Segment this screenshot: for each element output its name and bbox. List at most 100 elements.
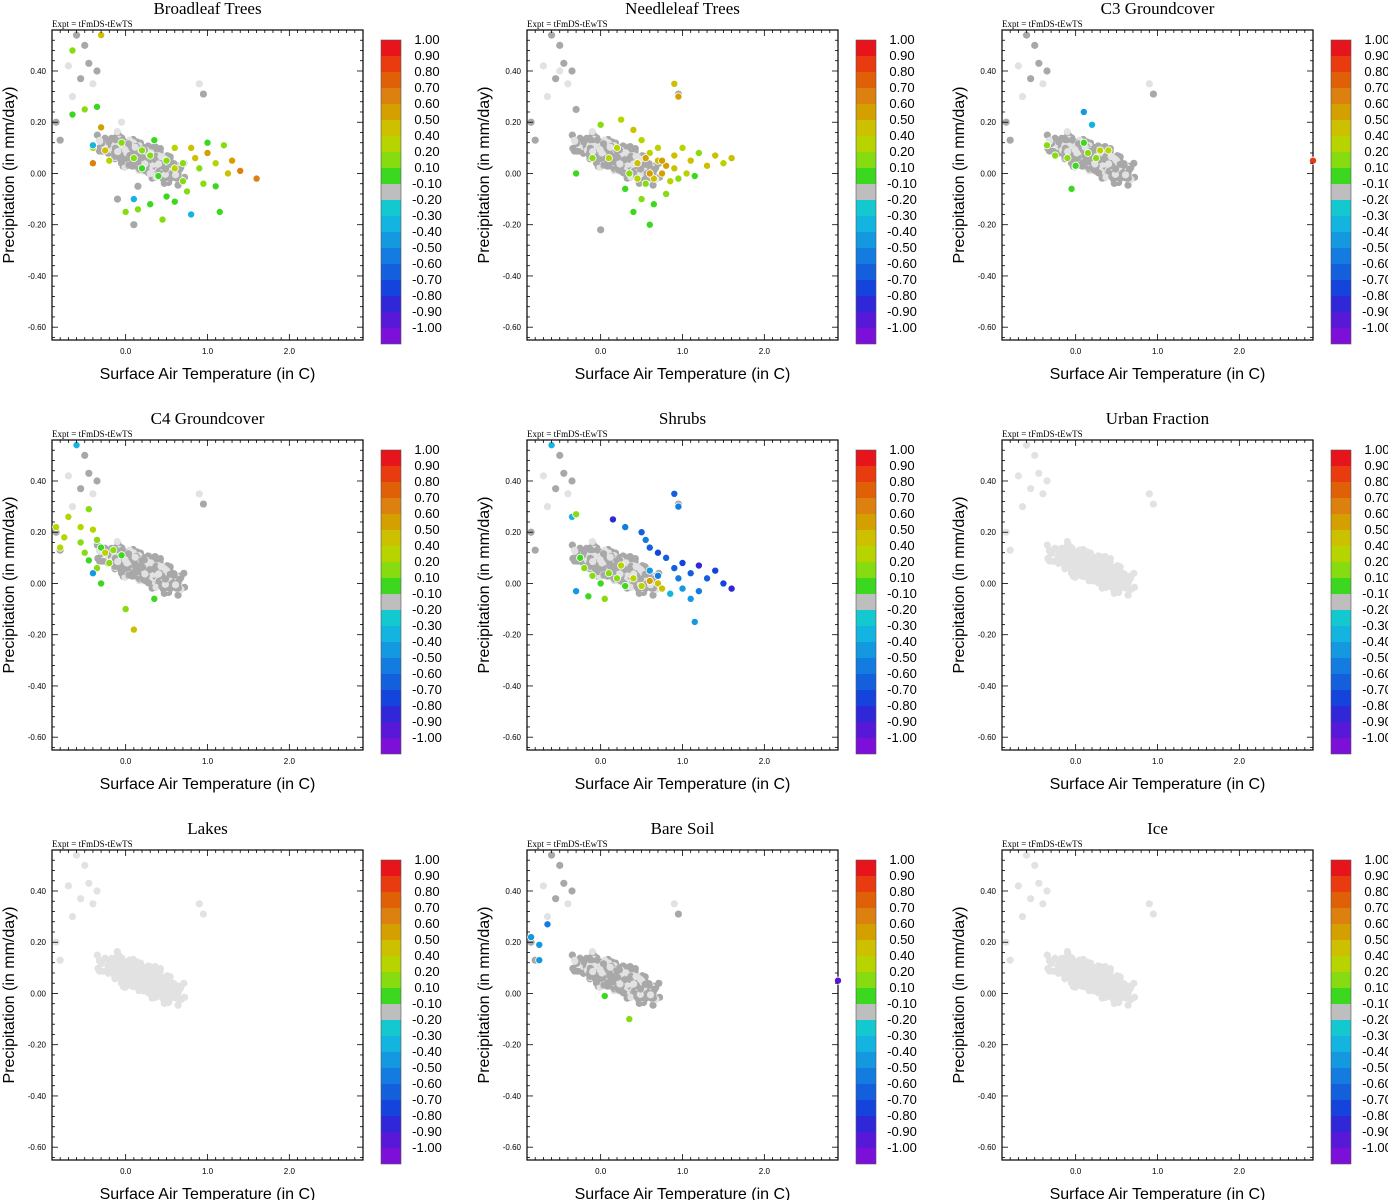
colorbar-label: -0.10 xyxy=(887,176,917,191)
point xyxy=(564,80,572,88)
point-colored xyxy=(88,569,97,578)
colorbar-swatch xyxy=(381,264,401,280)
colorbar-swatch xyxy=(856,328,876,344)
colorbar-label: 0.40 xyxy=(1364,128,1388,143)
colorbar-label: 1.00 xyxy=(889,442,914,457)
colorbar-swatch xyxy=(381,312,401,328)
colorbar-swatch xyxy=(381,232,401,248)
point xyxy=(627,583,635,591)
colorbar-frame xyxy=(380,39,402,345)
point-colored xyxy=(662,553,671,562)
point xyxy=(1094,169,1103,177)
colorbar-swatch xyxy=(381,280,401,296)
point-colored xyxy=(703,574,712,583)
colorbar-swatch xyxy=(856,168,876,184)
point-colored xyxy=(170,164,179,173)
y-tick-label: 0.20 xyxy=(30,118,46,127)
point-colored xyxy=(576,553,585,562)
colorbar-swatch xyxy=(1331,184,1351,200)
colorbar-swatch xyxy=(856,546,876,562)
x-axis-label: Surface Air Temperature (in C) xyxy=(575,366,791,383)
point xyxy=(1035,469,1043,477)
point xyxy=(556,67,564,75)
plot-frame xyxy=(51,849,364,1161)
point-colored xyxy=(637,582,646,591)
colorbar-swatch xyxy=(1331,136,1351,152)
colorbar-swatch xyxy=(381,610,401,626)
point xyxy=(124,550,133,558)
point xyxy=(1031,451,1039,459)
point xyxy=(571,547,579,555)
colorbar-label: 0.50 xyxy=(889,112,914,127)
colorbar-label: -0.40 xyxy=(887,634,917,649)
colorbar-label: -0.90 xyxy=(1362,304,1388,319)
colorbar-swatch xyxy=(856,690,876,706)
colorbar-label: 0.60 xyxy=(1364,96,1388,111)
point-colored xyxy=(711,566,720,575)
x-tick-label: 2.0 xyxy=(284,347,296,356)
point xyxy=(649,591,657,599)
y-axis-label: Precipitation (in mm/day) xyxy=(476,87,493,264)
x-tick-label: 2.0 xyxy=(1234,757,1246,766)
point xyxy=(114,147,122,156)
point xyxy=(1116,570,1124,578)
colorbar-label: 0.90 xyxy=(1364,458,1388,473)
colorbar-label: 1.00 xyxy=(889,32,914,47)
panel-title: C4 Groundcover xyxy=(151,409,265,428)
colorbar-label: -0.50 xyxy=(412,650,442,665)
colorbar-swatch xyxy=(1331,674,1351,690)
colorbar-label: 0.80 xyxy=(1364,64,1388,79)
point xyxy=(1081,553,1089,561)
colorbar-swatch xyxy=(1331,232,1351,248)
point xyxy=(1111,580,1119,588)
colorbar-label: -0.10 xyxy=(412,586,442,601)
point xyxy=(580,548,588,556)
point xyxy=(1073,154,1081,162)
point xyxy=(1068,136,1076,144)
point xyxy=(114,557,122,566)
colorbar-swatch xyxy=(1331,312,1351,328)
colorbar-swatch xyxy=(1331,40,1351,56)
point xyxy=(1035,59,1043,67)
colorbar-label: 0.70 xyxy=(1364,80,1388,95)
colorbar: 1.000.900.800.700.600.500.400.200.10-0.1… xyxy=(1330,442,1388,755)
point xyxy=(531,136,539,144)
scatter-points xyxy=(52,851,208,1009)
colorbar-label: 0.10 xyxy=(414,160,439,175)
colorbar-swatch xyxy=(1331,722,1351,738)
colorbar-swatch xyxy=(856,722,876,738)
point xyxy=(597,226,605,234)
point xyxy=(123,559,131,567)
point xyxy=(606,562,614,570)
colorbar-swatch xyxy=(1331,546,1351,562)
colorbar-swatch xyxy=(381,498,401,514)
y-tick-label: -0.40 xyxy=(503,272,522,281)
point xyxy=(531,546,539,554)
point-colored xyxy=(68,110,77,119)
y-axis-label: Precipitation (in mm/day) xyxy=(476,497,493,674)
point xyxy=(1061,546,1070,554)
point xyxy=(1045,147,1054,155)
colorbar-swatch xyxy=(1331,610,1351,626)
colorbar-swatch xyxy=(1331,168,1351,184)
y-tick-label: 0.20 xyxy=(980,118,996,127)
colorbar-swatch xyxy=(381,642,401,658)
point xyxy=(593,136,601,144)
point-colored xyxy=(228,156,237,165)
point xyxy=(1121,171,1130,179)
scatter-points xyxy=(1002,31,1318,193)
point-colored xyxy=(719,579,728,588)
colorbar-label: 0.80 xyxy=(889,474,914,489)
point xyxy=(1130,569,1138,577)
colorbar-label: -1.00 xyxy=(1362,320,1388,335)
point-colored xyxy=(641,154,650,163)
y-tick-label: 0.20 xyxy=(505,118,521,127)
colorbar-label: 1.00 xyxy=(414,442,439,457)
colorbar-swatch xyxy=(856,626,876,642)
colorbar-swatch xyxy=(856,578,876,594)
colorbar-swatch xyxy=(1331,88,1351,104)
point xyxy=(166,570,174,578)
point-colored xyxy=(572,510,581,519)
y-tick-label: -0.20 xyxy=(503,631,522,640)
point xyxy=(589,557,597,566)
